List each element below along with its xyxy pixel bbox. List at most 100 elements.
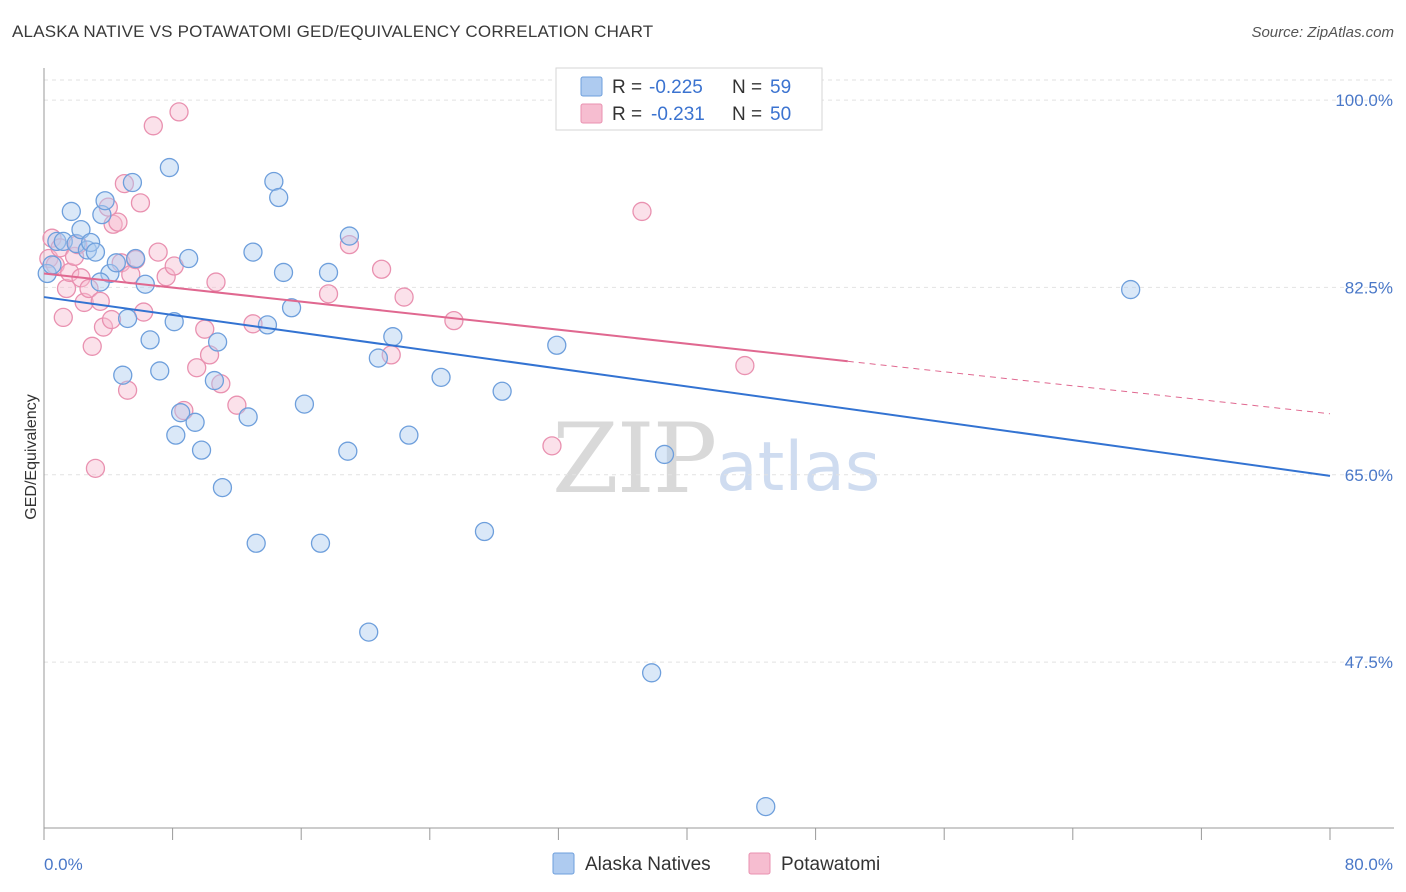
trend-layer: [43, 272, 1331, 477]
legend-swatch-potawatomi: [580, 103, 603, 124]
potawatomi-point-19: [108, 212, 128, 232]
alaska-natives-point-2: [47, 231, 67, 252]
potawatomi-point-4: [53, 307, 73, 328]
alaska-natives-point-46: [383, 327, 403, 347]
watermark: ZIP atlas: [552, 403, 880, 515]
alaska-natives-point-53: [654, 444, 675, 465]
potawatomi-point-14: [90, 291, 110, 312]
bottom-legend-label-alaska-natives: Alaska Natives: [585, 854, 711, 875]
alaska-natives-point-42: [338, 441, 358, 461]
alaska-natives-point-28: [204, 370, 225, 391]
alaska-natives-point-1: [42, 255, 62, 275]
legend-r-label-potawatomi: R =: [612, 104, 642, 125]
potawatomi-point-25: [130, 193, 151, 213]
alaska-natives-point-4: [61, 201, 81, 222]
alaska-natives-point-31: [238, 407, 258, 427]
grid-layer: 100.0% 82.5% 65.0% 47.5%: [44, 79, 1394, 672]
alaska-natives-point-17: [125, 248, 146, 269]
alaska-natives-point-52: [641, 663, 662, 683]
alaska-natives-point-58: [90, 272, 110, 292]
potawatomi-trend-extension: [847, 360, 1331, 415]
alaska-natives-point-29: [207, 332, 228, 352]
y-tick-label-0: 100.0%: [1335, 91, 1393, 110]
potawatomi-point-29: [156, 267, 176, 287]
watermark-atlas: atlas: [716, 428, 880, 507]
alaska-natives-point-33: [246, 533, 266, 553]
legend-r-label-alaska-natives: R =: [612, 77, 642, 98]
bottom-legend: Alaska Natives Potawatomi: [552, 852, 880, 875]
watermark-zip: ZIP: [552, 403, 715, 515]
legend-n-label-potawatomi: N =: [732, 104, 762, 125]
alaska-natives-point-15: [117, 308, 138, 329]
potawatomi-point-11: [79, 278, 99, 299]
top-legend: R = -0.225 N = 59 R = -0.231 N = 50: [555, 67, 823, 131]
alaska-natives-point-41: [318, 262, 339, 283]
x-tick-label-1: 80.0%: [1345, 855, 1393, 874]
potawatomi-point-36: [206, 272, 226, 292]
legend-n-value-potawatomi: 50: [770, 104, 791, 125]
alaska-natives-point-35: [264, 171, 284, 192]
potawatomi-trend-line: [43, 272, 848, 363]
potawatomi-point-38: [227, 395, 247, 415]
legend-n-value-alaska-natives: 59: [770, 77, 791, 98]
y-axis-title: GED/Equivalency: [23, 394, 40, 519]
alaska-natives-point-37: [273, 262, 294, 283]
x-tick-label-0: 0.0%: [44, 855, 83, 874]
alaska-natives-point-6: [71, 219, 91, 240]
potawatomi-point-27: [143, 116, 163, 136]
y-tick-label-1: 82.5%: [1345, 278, 1393, 297]
potawatomi-point-32: [174, 400, 194, 421]
bottom-legend-label-potawatomi: Potawatomi: [781, 854, 880, 875]
alaska-natives-point-16: [122, 172, 143, 193]
potawatomi-point-47: [632, 201, 652, 222]
alaska-natives-point-45: [368, 348, 389, 368]
alaska-natives-point-19: [140, 330, 160, 350]
potawatomi-point-44: [394, 287, 414, 307]
alaska-natives-point-47: [399, 425, 419, 445]
alaska-natives-point-44: [359, 622, 379, 642]
alaska-natives-point-13: [106, 253, 126, 273]
axis-layer: 0.0% 80.0%: [43, 68, 1394, 874]
potawatomi-point-31: [169, 102, 189, 122]
alaska-natives-point-9: [85, 242, 106, 262]
potawatomi-point-48: [735, 355, 755, 376]
alaska-natives-point-43: [339, 226, 360, 246]
potawatomi-point-33: [187, 358, 207, 378]
alaska-natives-point-56: [756, 796, 776, 817]
bottom-legend-swatch-potawatomi: [748, 852, 771, 875]
potawatomi-points: [39, 81, 771, 478]
potawatomi-point-15: [93, 317, 114, 337]
potawatomi-point-46: [542, 436, 562, 456]
alaska-natives-point-24: [159, 157, 180, 178]
legend-n-label-alaska-natives: N =: [732, 77, 762, 98]
alaska-natives-point-23: [170, 403, 191, 423]
alaska-natives-point-38: [281, 298, 302, 318]
alaska-natives-point-57: [1121, 279, 1141, 300]
legend-r-value-alaska-natives: -0.225: [649, 77, 703, 98]
potawatomi-point-45: [444, 310, 464, 331]
alaska-natives-point-36: [269, 187, 289, 208]
alaska-natives-point-50: [492, 381, 512, 401]
alaska-natives-point-20: [150, 361, 170, 381]
legend-swatch-alaska-natives: [580, 76, 603, 97]
chart-title: ALASKA NATIVE VS POTAWATOMI GED/EQUIVALE…: [12, 22, 654, 41]
alaska-natives-point-30: [212, 477, 233, 498]
alaska-natives-point-21: [164, 312, 184, 332]
potawatomi-point-40: [318, 284, 339, 304]
alaska-natives-point-40: [310, 533, 331, 553]
alaska-natives-point-26: [185, 412, 205, 432]
alaska-natives-point-27: [191, 440, 212, 460]
potawatomi-point-21: [114, 173, 135, 194]
alaska-natives-point-51: [547, 335, 567, 355]
potawatomi-point-12: [82, 336, 102, 356]
alaska-natives-point-48: [431, 367, 451, 388]
legend-r-value-potawatomi: -0.231: [651, 104, 705, 125]
alaska-natives-point-11: [95, 191, 115, 211]
alaska-natives-point-39: [294, 394, 315, 414]
alaska-natives-point-14: [113, 365, 133, 385]
alaska-natives-point-25: [179, 248, 199, 269]
potawatomi-point-22: [117, 380, 138, 400]
potawatomi-point-42: [371, 259, 392, 279]
potawatomi-point-13: [85, 458, 106, 478]
